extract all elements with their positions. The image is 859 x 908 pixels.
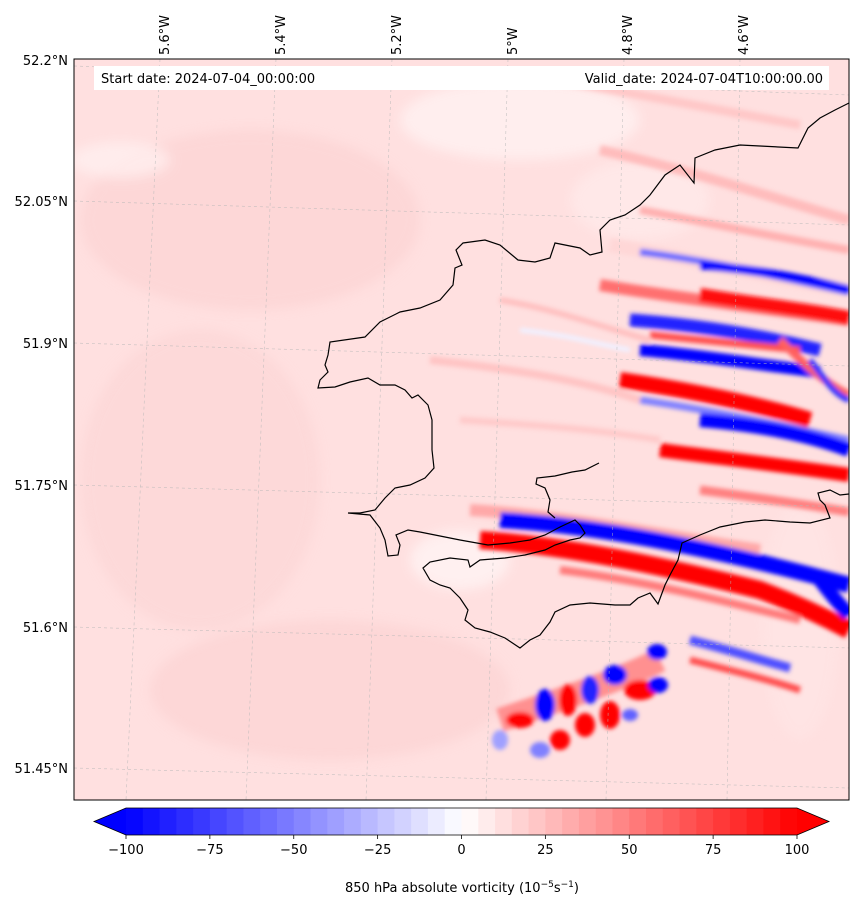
colorbar-cells: [126, 808, 798, 835]
colorbar-extend-max: [797, 808, 829, 835]
colorbar-cell: [394, 808, 412, 835]
colorbar-cell: [360, 808, 379, 835]
colorbar-label-exp1: −5: [541, 880, 554, 890]
lon-tick-label: 5.6°W: [158, 15, 173, 55]
colorbar-cell: [276, 808, 295, 835]
colorbar-cell: [729, 808, 748, 835]
colorbar-cell: [260, 808, 278, 835]
map-frame: [73, 58, 850, 801]
colorbar-cell: [629, 808, 647, 835]
colorbar-cell: [209, 808, 228, 835]
colorbar-tick-label: −100: [108, 843, 144, 858]
coastline-inner: [535, 462, 600, 519]
colorbar-cell: [176, 808, 194, 835]
colorbar-cell: [713, 808, 731, 835]
colorbar-tick-label: −25: [364, 843, 391, 858]
colorbar-cell: [159, 808, 177, 835]
colorbar-cell: [226, 808, 245, 835]
latitude-tick-labels: 52.2°N 52.05°N 51.9°N 51.75°N 51.6°N 51.…: [15, 54, 68, 777]
colorbar-cell: [310, 808, 328, 835]
colorbar-tick-label: 100: [785, 843, 810, 858]
lon-tick-label: 4.6°W: [737, 15, 752, 55]
lon-tick-label: 5°W: [506, 27, 521, 55]
colorbar-cell: [763, 808, 781, 835]
colorbar-cell: [126, 808, 144, 835]
colorbar-cell: [344, 808, 362, 835]
colorbar-cell: [679, 808, 697, 835]
colorbar-tick-label: −75: [196, 843, 223, 858]
colorbar-cell: [142, 808, 161, 835]
colorbar-cell: [444, 808, 463, 835]
colorbar-cell: [427, 808, 446, 835]
colorbar-tick-label: −50: [280, 843, 307, 858]
lat-tick-label: 51.9°N: [23, 337, 68, 352]
colorbar-cell: [327, 808, 345, 835]
map-panel: [74, 59, 849, 800]
lon-tick-label: 5.2°W: [390, 15, 405, 55]
colorbar-cell: [411, 808, 429, 835]
colorbar-cell: [511, 808, 530, 835]
colorbar-ticks: −100 −75 −50 −25 0 25 50 75 100: [108, 835, 809, 858]
coastline: [317, 102, 849, 649]
colorbar-cell: [595, 808, 614, 835]
colorbar-cell: [293, 808, 312, 835]
colorbar-cell: [780, 808, 798, 835]
colorbar-tick-label: 0: [457, 843, 465, 858]
map-gridlines: [74, 59, 849, 800]
colorbar-tick-label: 25: [537, 843, 554, 858]
lon-tick-label: 5.4°W: [274, 15, 289, 55]
lon-tick-label: 4.8°W: [621, 15, 636, 55]
colorbar-extend-min: [94, 808, 126, 835]
colorbar-cell: [662, 808, 681, 835]
colorbar-cell: [746, 808, 765, 835]
colorbar-cell: [696, 808, 714, 835]
lat-tick-label: 52.05°N: [15, 195, 68, 210]
colorbar-tick-label: 50: [621, 843, 638, 858]
colorbar-label-exp2: −1: [561, 880, 574, 890]
start-date-label: Start date: 2024-07-04_00:00:00: [101, 72, 315, 87]
colorbar-label-mid: s: [554, 881, 561, 896]
colorbar-cell: [646, 808, 664, 835]
colorbar-cell: [243, 808, 261, 835]
colorbar-cell: [193, 808, 211, 835]
lat-tick-label: 51.45°N: [15, 762, 68, 777]
colorbar-label-main: 850 hPa absolute vorticity (10: [345, 881, 541, 896]
valid-date-label: Valid_date: 2024-07-04T10:00:00.00: [585, 72, 823, 87]
colorbar-label: 850 hPa absolute vorticity (10−5s−1): [345, 880, 579, 896]
colorbar-cell: [612, 808, 630, 835]
colorbar-cell: [562, 808, 580, 835]
lat-tick-label: 51.75°N: [15, 479, 68, 494]
colorbar-cell: [528, 808, 546, 835]
lat-tick-label: 51.6°N: [23, 621, 68, 636]
colorbar-cell: [478, 808, 496, 835]
colorbar-label-end: ): [574, 881, 579, 896]
colorbar-tick-label: 75: [705, 843, 722, 858]
colorbar-cell: [495, 808, 513, 835]
lat-tick-label: 52.2°N: [23, 54, 68, 69]
colorbar-cell: [461, 808, 479, 835]
colorbar-cell: [545, 808, 563, 835]
colorbar-cell: [578, 808, 597, 835]
vorticity-features: [429, 75, 849, 758]
colorbar-cell: [377, 808, 396, 835]
date-info-box: [94, 66, 829, 90]
colorbar: −100 −75 −50 −25 0 25 50 75 100 850 hPa absolute…: [92, 807, 831, 896]
longitude-tick-labels: 5.6°W 5.4°W 5.2°W 5°W 4.8°W 4.6°W: [158, 15, 752, 55]
